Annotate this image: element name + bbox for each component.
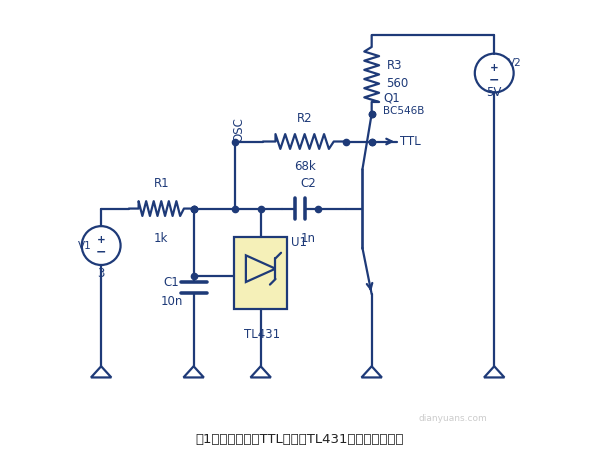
Text: V2: V2 xyxy=(508,58,522,68)
FancyBboxPatch shape xyxy=(234,237,287,309)
Text: U1: U1 xyxy=(291,235,307,249)
Text: 图1：输出缓冲至TTL电平的TL431压控振荡器电路: 图1：输出缓冲至TTL电平的TL431压控振荡器电路 xyxy=(196,433,404,446)
Text: C1: C1 xyxy=(164,276,179,289)
Text: R3: R3 xyxy=(386,58,402,72)
Text: 68k: 68k xyxy=(294,161,316,174)
Text: C2: C2 xyxy=(301,177,316,190)
Text: BC546B: BC546B xyxy=(383,106,425,117)
Text: 1n: 1n xyxy=(301,232,316,245)
Text: V1: V1 xyxy=(78,241,92,250)
Text: R1: R1 xyxy=(154,177,169,190)
Text: 3: 3 xyxy=(97,267,105,280)
Text: 5V: 5V xyxy=(487,87,502,100)
Text: −: − xyxy=(96,246,106,259)
Text: 10n: 10n xyxy=(160,294,182,307)
Text: +: + xyxy=(97,235,106,245)
Text: TL431: TL431 xyxy=(244,328,280,341)
Text: −: − xyxy=(489,73,499,87)
Text: 1k: 1k xyxy=(154,232,169,245)
Text: dianyuans.com: dianyuans.com xyxy=(418,415,487,424)
Text: TTL: TTL xyxy=(400,135,421,148)
Text: R2: R2 xyxy=(297,112,313,125)
Text: +: + xyxy=(490,63,499,73)
Text: Q1: Q1 xyxy=(383,91,400,104)
Text: OSC: OSC xyxy=(232,117,245,141)
Text: 560: 560 xyxy=(386,77,409,90)
